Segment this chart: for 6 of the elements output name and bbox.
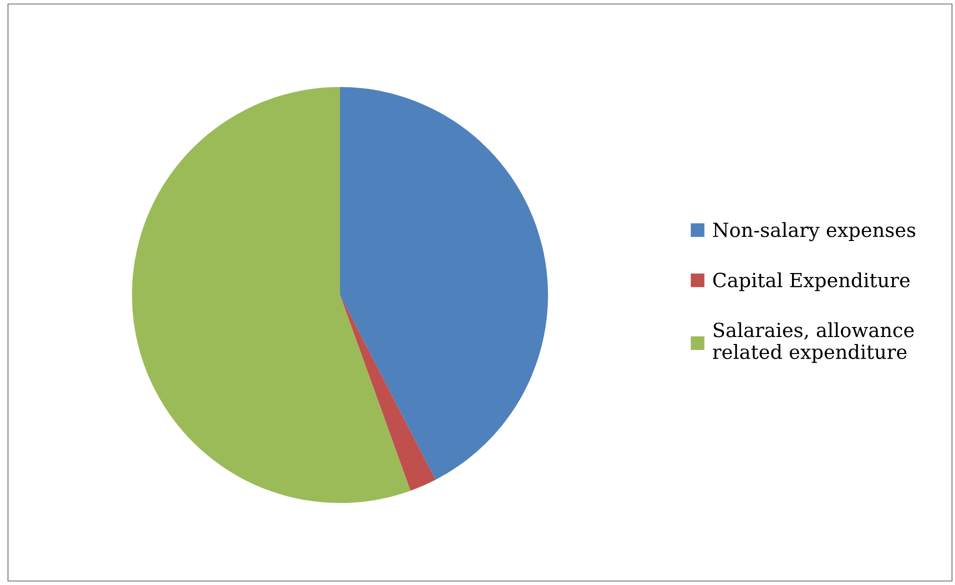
legend-label: Capital Expenditure <box>713 272 910 292</box>
pie-slice <box>340 87 548 480</box>
pie-slice <box>340 295 436 491</box>
legend-label: Salaraies, allowance related expenditure <box>712 322 914 363</box>
legend-label: Non-salary expenses <box>713 222 916 242</box>
pie-slice <box>132 87 410 503</box>
